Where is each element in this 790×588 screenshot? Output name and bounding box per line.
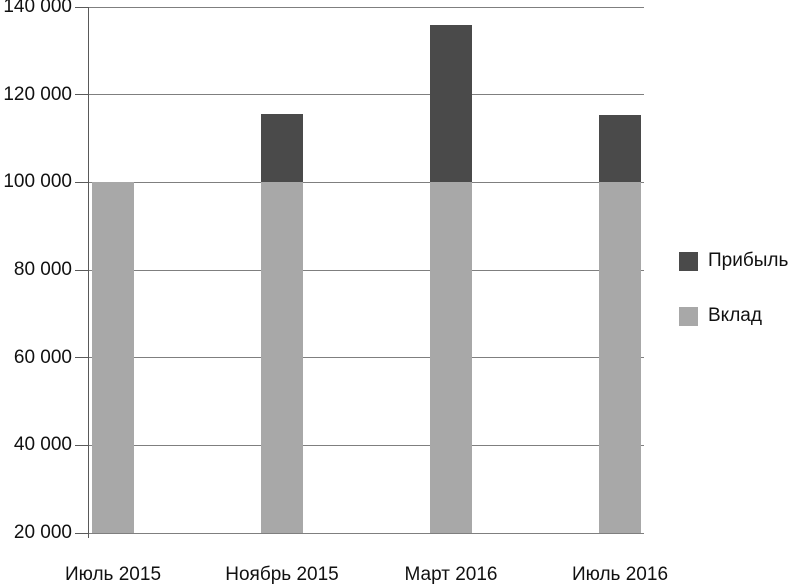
gridline bbox=[89, 444, 644, 446]
bar-1 bbox=[92, 182, 134, 533]
bar-3 bbox=[430, 24, 472, 533]
bar-4 bbox=[599, 115, 641, 533]
bar-segment-profit bbox=[599, 115, 641, 183]
y-tick-label: 40 000 bbox=[13, 434, 72, 456]
x-tick-label: Июль 2016 bbox=[571, 564, 669, 585]
x-tick-label: Июль 2015 bbox=[64, 564, 162, 585]
y-axis-line bbox=[88, 7, 89, 538]
bar-2 bbox=[261, 114, 303, 533]
y-tick bbox=[75, 444, 89, 446]
bar-segment-profit bbox=[261, 114, 303, 183]
y-tick-label: 60 000 bbox=[13, 346, 72, 368]
legend-entry-deposit: Вклад bbox=[679, 305, 788, 327]
bar-segment-deposit bbox=[430, 182, 472, 533]
legend-swatch-deposit-icon bbox=[679, 306, 698, 326]
y-tick-label: 100 000 bbox=[3, 171, 72, 193]
y-tick bbox=[75, 181, 89, 183]
plot-area bbox=[89, 6, 644, 534]
x-tick-label: Март 2016 bbox=[404, 564, 498, 585]
legend-entry-profit: Прибыль bbox=[679, 250, 788, 272]
y-tick bbox=[75, 532, 89, 534]
x-tick-label: Ноябрь 2015 bbox=[225, 564, 339, 585]
y-tick bbox=[75, 6, 89, 8]
gridline bbox=[89, 181, 644, 183]
legend-label-profit: Прибыль bbox=[708, 250, 789, 271]
bar-segment-profit bbox=[430, 24, 472, 183]
y-tick bbox=[75, 269, 89, 271]
y-tick-label: 140 000 bbox=[3, 0, 72, 17]
y-tick-label: 20 000 bbox=[13, 522, 72, 543]
gridline bbox=[89, 532, 644, 534]
y-tick bbox=[75, 357, 89, 359]
y-tick bbox=[75, 94, 89, 96]
gridline bbox=[89, 6, 644, 8]
y-tick-label: 80 000 bbox=[13, 259, 72, 280]
bar-segment-deposit bbox=[599, 182, 641, 533]
gridline bbox=[89, 94, 644, 96]
bar-segment-deposit bbox=[92, 182, 134, 533]
y-tick-label: 120 000 bbox=[3, 83, 72, 105]
gridline bbox=[89, 269, 644, 271]
legend: Прибыль Вклад bbox=[679, 250, 788, 360]
legend-swatch-profit-icon bbox=[679, 251, 698, 271]
legend-label-deposit: Вклад bbox=[708, 305, 762, 326]
gridline bbox=[89, 357, 644, 359]
bar-segment-deposit bbox=[261, 182, 303, 533]
